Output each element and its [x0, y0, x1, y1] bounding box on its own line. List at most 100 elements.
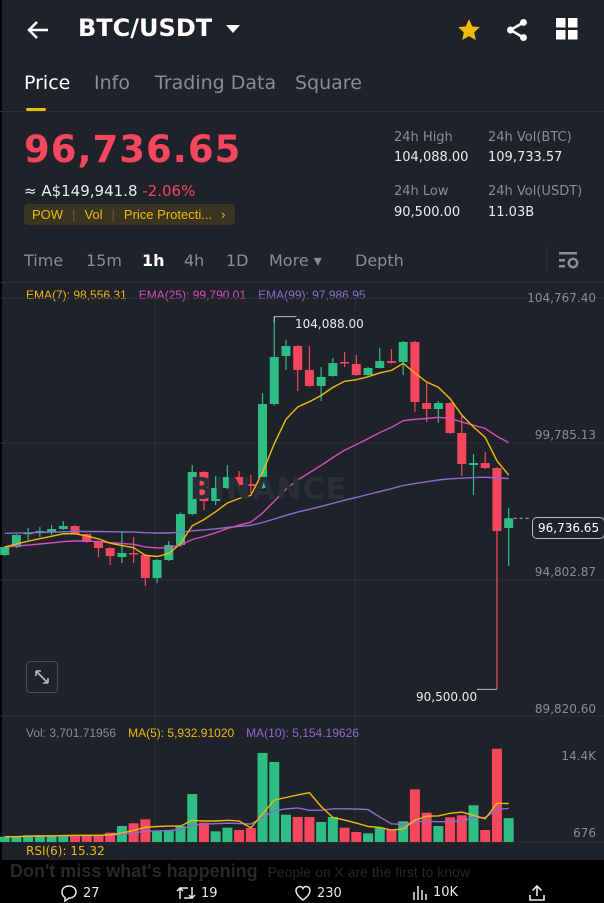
tag-vol[interactable]: Vol [84, 207, 103, 222]
tab-info[interactable]: Info [94, 72, 130, 94]
volume-bar [386, 830, 397, 842]
candle-body [93, 542, 103, 549]
repost-count: 19 [201, 885, 218, 901]
volume-bar [187, 794, 198, 842]
active-tab-indicator [26, 108, 46, 111]
candle-body [293, 346, 303, 371]
volume-legend: Vol: 3,701.71956 [26, 726, 117, 740]
fiat-value: ≈ A$149,941.8 [24, 182, 138, 200]
high-marker-line [273, 316, 297, 323]
back-button[interactable] [24, 16, 52, 44]
timeframe-15m[interactable]: 15m [86, 251, 122, 270]
low-annotation: 90,500.00 [416, 690, 478, 704]
candle-body [35, 531, 45, 533]
volume-bar [421, 812, 432, 842]
volume-bar [339, 827, 350, 842]
candle-body [105, 548, 115, 557]
upload-icon [529, 884, 545, 901]
ma5-legend: MA(5): 5,932.91020 [128, 726, 235, 740]
reply-button[interactable]: 27 [60, 884, 100, 902]
like-button[interactable]: 230 [294, 884, 342, 902]
share-button[interactable] [504, 17, 530, 47]
overlay-subtitle: People on X are the first to know [267, 864, 470, 880]
share-post-button[interactable] [528, 884, 546, 902]
volume-bar [58, 835, 69, 842]
share-icon [507, 18, 527, 42]
candlestick-chart[interactable] [0, 0, 604, 860]
timeframe-more[interactable]: More ▾ [269, 251, 322, 270]
volume-bar [480, 830, 491, 842]
fullscreen-button[interactable] [26, 661, 58, 693]
timeframe-4h[interactable]: 4h [184, 251, 205, 270]
post-action-bar: Don't miss what's happening People on X … [0, 860, 604, 903]
candle-body [246, 484, 256, 487]
candle-body [304, 370, 314, 387]
tag-bar[interactable]: POW | Vol | Price Protecti... › [24, 204, 236, 225]
tag-price-protection[interactable]: Price Protecti... [123, 207, 213, 222]
ema7-line [4, 362, 510, 558]
last-price: 96,736.65 [24, 128, 242, 171]
candle-body [211, 488, 221, 502]
vol-usdt-label: 24h Vol(USDT) [488, 184, 583, 199]
volume-bar [327, 816, 338, 842]
candle-body [58, 526, 68, 530]
volume-bar [433, 826, 444, 842]
volume-bar [222, 827, 233, 842]
high-label: 24h High [394, 130, 453, 145]
timeframe-1h[interactable]: 1h [142, 251, 165, 270]
volume-bar [70, 835, 81, 842]
repost-icon [176, 886, 196, 900]
views-icon [413, 886, 427, 900]
tag-pow[interactable]: POW [32, 207, 64, 222]
candle-body [129, 553, 139, 555]
volume-bar [257, 752, 268, 842]
views-count: 10K [433, 884, 459, 900]
tab-trading-data[interactable]: Trading Data [155, 72, 277, 94]
candle-body [422, 403, 432, 410]
vol-usdt-value: 11.03B [488, 205, 535, 220]
candle-body [11, 535, 21, 548]
like-count: 230 [317, 885, 342, 901]
volume-bar [23, 835, 34, 842]
layout-button[interactable] [556, 18, 578, 44]
price-axis-label: 104,767.40 [527, 291, 596, 305]
volume-bar [234, 830, 245, 842]
timeframe-1d[interactable]: 1D [226, 251, 249, 270]
tag-separator: | [111, 207, 115, 222]
views-button[interactable]: 10K [412, 884, 458, 900]
divider [0, 111, 604, 112]
volume-bar [503, 818, 514, 842]
candle-body [0, 547, 10, 556]
vol-btc-value: 109,733.57 [488, 150, 563, 165]
reply-count: 27 [83, 885, 100, 901]
candle-body [410, 342, 420, 403]
volume-axis-label: 14.4K [561, 749, 596, 763]
timeframe-depth[interactable]: Depth [355, 251, 404, 270]
price-change: -2.06% [142, 182, 196, 200]
candle-body [47, 529, 57, 533]
low-value: 90,500.00 [394, 205, 461, 220]
repost-button[interactable]: 19 [176, 884, 218, 902]
tab-price[interactable]: Price [24, 72, 71, 94]
vol-btc-label: 24h Vol(BTC) [488, 130, 572, 145]
volume-bar [245, 828, 256, 842]
pair-selector[interactable]: BTC/USDT [78, 14, 241, 42]
divider [0, 282, 604, 283]
left-edge [0, 0, 2, 903]
favorite-button[interactable] [456, 17, 482, 47]
volume-bar [198, 822, 209, 842]
candle-body [457, 433, 467, 465]
star-icon [458, 19, 480, 40]
chart-settings-button[interactable] [558, 250, 580, 274]
volume-bar [210, 831, 221, 842]
tab-square[interactable]: Square [295, 72, 362, 94]
volume-bar [351, 832, 362, 842]
ema25-line [4, 416, 510, 549]
timeframe-time[interactable]: Time [24, 251, 64, 270]
pair-title: BTC/USDT [78, 14, 213, 42]
volume-bar [374, 827, 385, 842]
candle-body [187, 472, 197, 515]
price-axis-label: 99,785.13 [534, 428, 596, 442]
rsi-legend: RSI(6): 15.32 [26, 844, 105, 858]
candle-body [222, 477, 232, 489]
